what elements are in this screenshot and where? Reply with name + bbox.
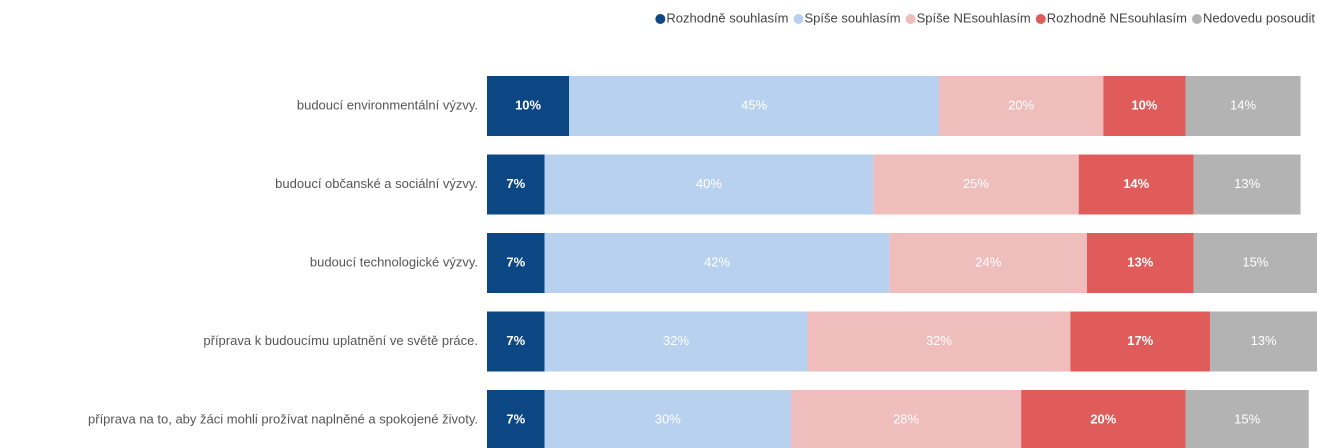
value-label: 10% (515, 97, 541, 112)
bar-segment (544, 154, 874, 215)
category-label: budoucí občanské a sociální výzvy. (275, 176, 478, 191)
value-label: 15% (1242, 254, 1268, 269)
value-label: 10% (1131, 97, 1157, 112)
legend-label: Rozhodně NEsouhlasím (1047, 10, 1187, 25)
bar-segment (1185, 390, 1309, 448)
value-label: 42% (704, 254, 730, 269)
bar-segment (1103, 76, 1186, 136)
value-label: 7% (506, 333, 525, 348)
bar-segment (544, 233, 890, 293)
bar-segment (1086, 233, 1194, 293)
legend-label: Spíše NEsouhlasím (917, 10, 1031, 25)
legend-label: Rozhodně souhlasím (666, 10, 788, 25)
bar-segment (1078, 154, 1194, 215)
bar-segment (1070, 311, 1211, 372)
value-label: 15% (1234, 411, 1260, 426)
value-label: 40% (696, 176, 722, 191)
value-label: 13% (1127, 254, 1153, 269)
value-label: 13% (1234, 176, 1260, 191)
value-label: 17% (1127, 333, 1153, 348)
bar-segment (791, 390, 1022, 448)
value-label: 24% (975, 254, 1001, 269)
value-label: 7% (506, 176, 525, 191)
category-label: příprava k budoucímu uplatnění ve světě … (203, 333, 478, 348)
legend-swatch (1191, 14, 1202, 24)
legend-label: Spíše souhlasím (804, 10, 900, 25)
bar-segment (487, 311, 545, 372)
bar-segment (544, 390, 792, 448)
bar-segment (1021, 390, 1186, 448)
bar-segment (807, 311, 1071, 372)
category-label: budoucí environmentální výzvy. (297, 97, 478, 112)
bar-segment (487, 390, 545, 448)
bar-segment (544, 311, 808, 372)
value-label: 13% (1251, 333, 1277, 348)
value-label: 30% (655, 411, 681, 426)
bar-segment (938, 76, 1104, 136)
bar-segment (1210, 311, 1317, 372)
bar-segment (889, 233, 1087, 293)
value-label: 7% (506, 411, 525, 426)
value-label: 20% (1090, 411, 1116, 426)
bar-segment (1193, 233, 1317, 293)
value-label: 32% (926, 333, 952, 348)
value-label: 14% (1230, 97, 1256, 112)
legend-swatch (1035, 14, 1046, 24)
bar-segment (487, 233, 545, 293)
bar-segment (873, 154, 1079, 215)
bar-segment (1185, 76, 1301, 136)
value-label: 20% (1008, 97, 1034, 112)
legend-label: Nedovedu posoudit (1203, 10, 1315, 25)
category-label: budoucí technologické výzvy. (310, 254, 478, 269)
value-label: 32% (663, 333, 689, 348)
bar-segment (487, 76, 570, 136)
bar-segment (569, 76, 939, 136)
value-label: 25% (963, 176, 989, 191)
value-label: 7% (506, 254, 525, 269)
value-label: 28% (893, 411, 919, 426)
bar-segment (487, 154, 545, 215)
legend-swatch (905, 14, 916, 24)
value-label: 45% (741, 97, 767, 112)
legend-swatch (655, 14, 666, 24)
value-label: 14% (1123, 176, 1149, 191)
category-label: příprava na to, aby žáci mohli prožívat … (88, 411, 478, 426)
legend-swatch (793, 14, 804, 24)
bar-segment (1193, 154, 1301, 215)
